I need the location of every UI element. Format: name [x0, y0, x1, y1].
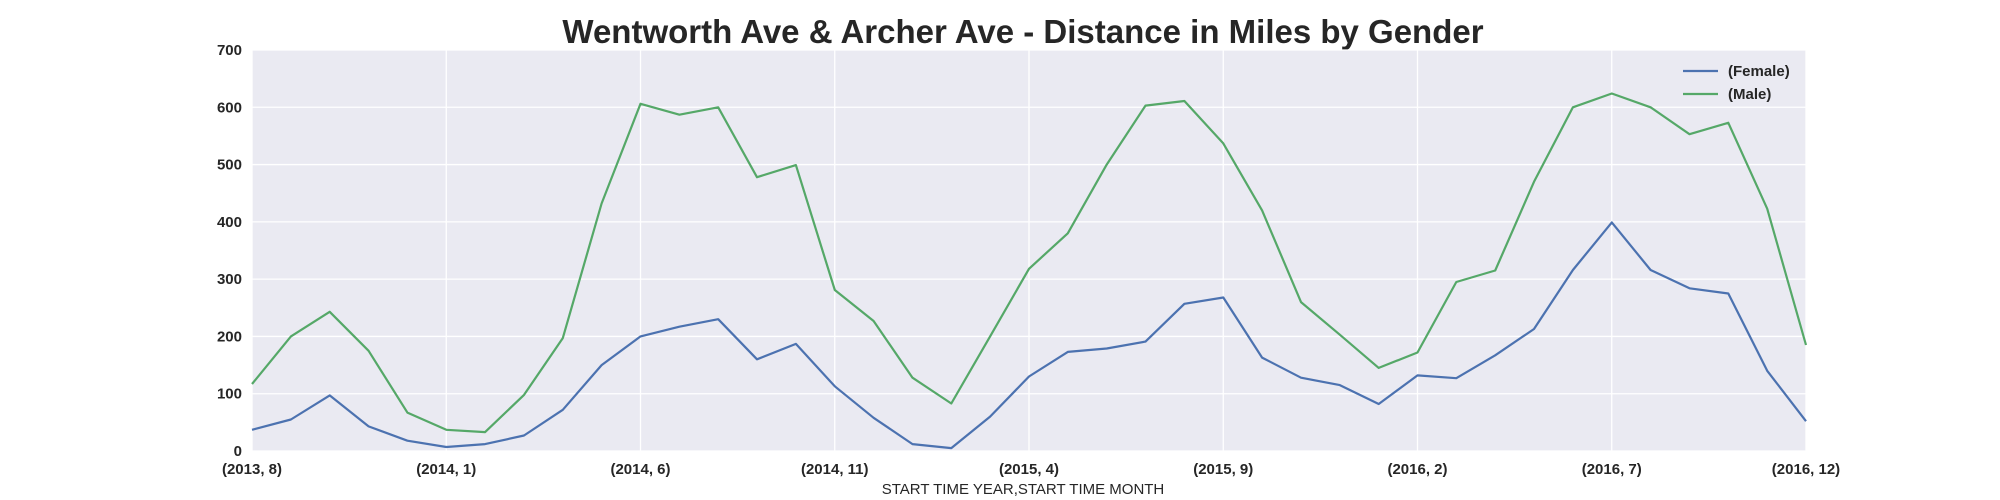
x-tick-label: (2015, 4) — [999, 461, 1059, 478]
series-line-female — [251, 221, 1807, 450]
y-tick-label: 0 — [234, 443, 242, 460]
x-tick-label: (2014, 6) — [610, 461, 670, 478]
y-tick-label: 700 — [217, 42, 242, 59]
x-tick-label: (2016, 7) — [1582, 461, 1642, 478]
series-lines — [251, 92, 1808, 450]
y-tick-label: 600 — [217, 99, 242, 116]
x-tick-label: (2016, 2) — [1387, 461, 1447, 478]
x-tick-label: (2016, 12) — [1772, 461, 1840, 478]
y-tick-label: 400 — [217, 214, 242, 231]
y-tick-label: 200 — [217, 328, 242, 345]
y-tick-label: 500 — [217, 157, 242, 174]
x-axis-label: START TIME YEAR,START TIME MONTH — [882, 481, 1165, 498]
x-tick-label: (2013, 8) — [222, 461, 282, 478]
gridlines — [251, 49, 1807, 452]
x-tick-label: (2014, 11) — [801, 461, 869, 478]
legend-label: (Female) — [1728, 63, 1790, 80]
legend-label: (Male) — [1728, 86, 1771, 103]
x-tick-label: (2015, 9) — [1193, 461, 1253, 478]
chart-title: Wentworth Ave & Archer Ave - Distance in… — [562, 13, 1483, 50]
y-tick-label: 300 — [217, 271, 242, 288]
y-tick-label: 100 — [217, 386, 242, 403]
x-axis: (2013, 8) (2014, 1) (2014, 6) (2014, 11) (20… — [222, 461, 1840, 478]
y-axis: 0 100 200 300 400 500 600 700 — [217, 42, 242, 460]
x-tick-label: (2014, 1) — [416, 461, 476, 478]
legend: (Female) (Male) — [1683, 63, 1790, 103]
series-line-male — [251, 92, 1808, 434]
